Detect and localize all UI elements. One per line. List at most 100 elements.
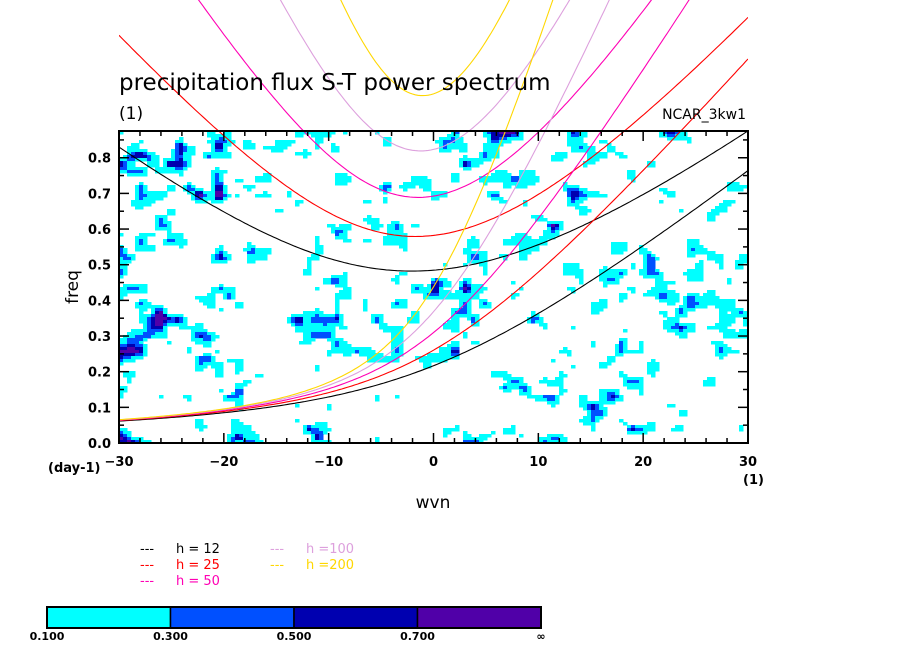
- contour-cell: [503, 242, 508, 246]
- contour-cell: [227, 290, 232, 294]
- contour-cell: [159, 305, 164, 309]
- contour-cell: [539, 440, 544, 443]
- contour-cell: [707, 380, 712, 384]
- contour-cell: [439, 194, 444, 198]
- contour-cell: [347, 353, 352, 357]
- contour-cell: [643, 428, 648, 432]
- contour-cell: [491, 155, 496, 159]
- contour-cell: [407, 317, 412, 321]
- contour-cell: [479, 263, 484, 267]
- contour-cell: [415, 317, 420, 321]
- contour-cell: [583, 191, 588, 195]
- contour-cell: [663, 134, 668, 138]
- contour-cell: [191, 197, 196, 201]
- contour-cell: [139, 194, 144, 198]
- contour-cell: [295, 314, 300, 318]
- contour-cell: [639, 389, 644, 393]
- contour-cell: [323, 320, 328, 324]
- contour-cell: [195, 422, 200, 426]
- contour-cell: [623, 344, 628, 348]
- contour-cell: [143, 347, 148, 351]
- contour-cell: [223, 293, 228, 297]
- contour-cell: [311, 440, 316, 443]
- contour-cell: [619, 152, 624, 156]
- contour-cell: [571, 131, 576, 135]
- contour-cell: [699, 302, 704, 306]
- contour-cell: [375, 221, 380, 225]
- contour-cell: [191, 332, 196, 336]
- contour-cell: [211, 332, 216, 336]
- colorbar-box: [416, 606, 542, 629]
- contour-cell: [615, 251, 620, 255]
- contour-cell: [143, 302, 148, 306]
- contour-cell: [335, 233, 340, 237]
- contour-cell: [139, 248, 144, 252]
- contour-cell: [119, 359, 124, 363]
- contour-cell: [675, 329, 680, 333]
- contour-cell: [139, 440, 144, 443]
- contour-cell: [683, 410, 688, 414]
- contour-cell: [339, 173, 344, 177]
- contour-cell: [123, 257, 128, 261]
- contour-cell: [667, 404, 672, 408]
- contour-cell: [339, 233, 344, 237]
- contour-cell: [227, 293, 232, 297]
- contour-cell: [207, 293, 212, 297]
- contour-cell: [723, 314, 728, 318]
- contour-cell: [607, 362, 612, 366]
- contour-cell: [679, 131, 684, 135]
- contour-cell: [147, 302, 152, 306]
- contour-cell: [131, 254, 136, 258]
- contour-cell: [691, 326, 696, 330]
- contour-cell: [679, 326, 684, 330]
- contour-cell: [467, 239, 472, 243]
- contour-cell: [731, 350, 736, 354]
- contour-cell: [659, 311, 664, 315]
- contour-cell: [671, 293, 676, 297]
- contour-cell: [559, 383, 564, 387]
- contour-cell: [459, 308, 464, 312]
- contour-cell: [639, 428, 644, 432]
- contour-cell: [139, 152, 144, 156]
- contour-cell: [463, 308, 468, 312]
- contour-cell: [235, 371, 240, 375]
- contour-cell: [147, 314, 152, 318]
- contour-cell: [499, 371, 504, 375]
- contour-cell: [507, 134, 512, 138]
- contour-cell: [263, 251, 268, 255]
- contour-cell: [151, 311, 156, 315]
- contour-cell: [507, 431, 512, 435]
- contour-cell: [691, 296, 696, 300]
- contour-cell: [687, 326, 692, 330]
- contour-cell: [155, 311, 160, 315]
- contour-cell: [611, 146, 616, 150]
- contour-cell: [719, 260, 724, 264]
- contour-cell: [667, 290, 672, 294]
- contour-cell: [243, 248, 248, 252]
- contour-cell: [123, 287, 128, 291]
- contour-cell: [499, 134, 504, 138]
- contour-cell: [215, 200, 220, 204]
- contour-cell: [319, 320, 324, 324]
- contour-cell: [659, 284, 664, 288]
- contour-cell: [127, 173, 132, 177]
- contour-cell: [719, 203, 724, 207]
- contour-cell: [719, 266, 724, 270]
- contour-cell: [435, 293, 440, 297]
- contour-cell: [319, 314, 324, 318]
- contour-cell: [139, 236, 144, 240]
- contour-cell: [543, 437, 548, 441]
- contour-cell: [459, 296, 464, 300]
- contour-cell: [615, 278, 620, 282]
- contour-cell: [327, 428, 332, 432]
- contour-cell: [631, 431, 636, 435]
- contour-cell: [215, 371, 220, 375]
- contour-cell: [215, 350, 220, 354]
- contour-cell: [163, 218, 168, 222]
- contour-cell: [167, 185, 172, 189]
- contour-cell: [563, 347, 568, 351]
- contour-cell: [247, 254, 252, 258]
- contour-cell: [435, 296, 440, 300]
- contour-cell: [667, 134, 672, 138]
- contour-cell: [271, 146, 276, 150]
